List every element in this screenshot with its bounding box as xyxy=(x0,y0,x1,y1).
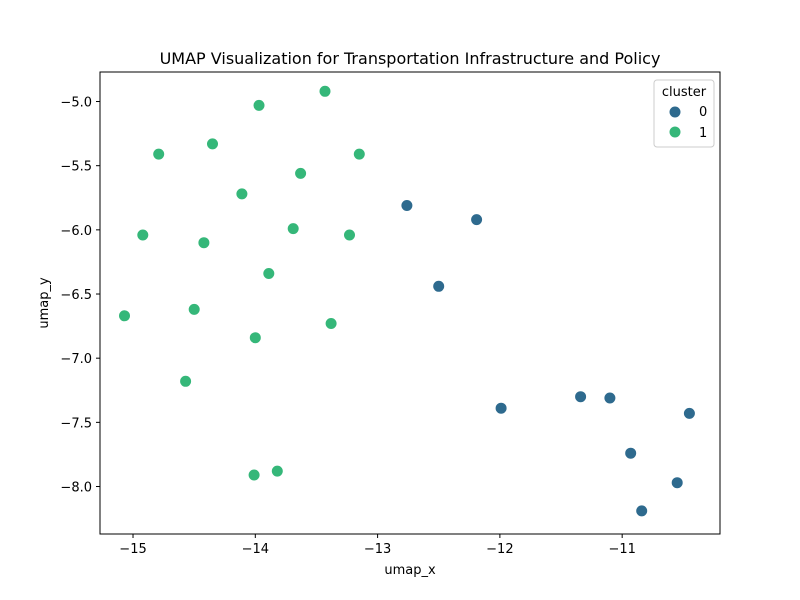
data-point-cluster-0-6 xyxy=(624,446,638,460)
data-point-cluster-1-7 xyxy=(136,228,150,242)
y-axis-label: umap_y xyxy=(37,277,52,329)
x-axis-label: umap_x xyxy=(384,563,436,578)
data-point-cluster-1-6 xyxy=(235,187,249,201)
chart-title: UMAP Visualization for Transportation In… xyxy=(160,49,661,68)
data-point-cluster-1-2 xyxy=(206,137,219,151)
data-point-cluster-0-0 xyxy=(400,199,414,212)
legend-marker-0 xyxy=(668,105,682,119)
legend: cluster 0 1 xyxy=(653,79,715,148)
data-point-cluster-1-15 xyxy=(248,331,262,345)
data-point-cluster-1-13 xyxy=(118,309,131,323)
y-tick-label: −5.5 xyxy=(60,160,92,175)
x-tick-label: −13 xyxy=(364,542,391,557)
data-point-cluster-1-18 xyxy=(270,464,284,478)
y-tick-label: −7.5 xyxy=(60,416,92,431)
data-point-cluster-1-14 xyxy=(324,317,338,330)
data-point-cluster-0-1 xyxy=(470,213,484,227)
x-tick-label: −12 xyxy=(486,542,513,557)
data-point-cluster-0-7 xyxy=(635,504,649,518)
data-point-cluster-1-17 xyxy=(247,468,261,482)
data-point-cluster-0-2 xyxy=(432,279,446,293)
axes-frame xyxy=(99,71,721,535)
y-tick-label: −6.0 xyxy=(60,224,92,239)
plot-area xyxy=(118,84,696,518)
legend-marker-1 xyxy=(668,125,682,139)
x-tick-label: −11 xyxy=(608,542,635,557)
data-point-cluster-1-0 xyxy=(252,98,266,112)
x-tick-label: −14 xyxy=(242,542,269,557)
x-tick-label: −15 xyxy=(119,542,146,557)
y-tick-label: −7.0 xyxy=(60,352,92,367)
data-point-cluster-0-3 xyxy=(494,401,508,415)
y-tick-label: −6.5 xyxy=(60,288,92,303)
data-point-cluster-1-4 xyxy=(352,147,366,161)
data-point-cluster-1-11 xyxy=(262,267,276,280)
x-axis: −15 −14 −13 −12 −11 xyxy=(119,534,636,557)
data-point-cluster-0-4 xyxy=(574,390,588,404)
data-point-cluster-1-3 xyxy=(152,147,166,161)
data-point-cluster-1-16 xyxy=(179,374,193,388)
y-axis: −5.0 −5.5 −6.0 −6.5 −7.0 −7.5 −8.0 xyxy=(60,96,100,496)
legend-title: cluster xyxy=(662,85,707,100)
data-point-cluster-1-8 xyxy=(197,236,211,250)
y-tick-label: −5.0 xyxy=(60,96,92,111)
y-tick-label: −8.0 xyxy=(60,481,92,496)
data-point-cluster-0-8 xyxy=(670,476,684,490)
legend-label-0: 0 xyxy=(699,105,707,120)
legend-label-1: 1 xyxy=(699,126,707,141)
data-point-cluster-1-5 xyxy=(294,166,308,180)
data-point-cluster-1-9 xyxy=(286,222,300,236)
data-point-cluster-0-9 xyxy=(682,406,696,420)
data-point-cluster-0-5 xyxy=(603,391,617,405)
data-point-cluster-1-10 xyxy=(343,228,356,242)
data-point-cluster-1-1 xyxy=(318,84,332,98)
data-point-cluster-1-12 xyxy=(187,302,201,316)
